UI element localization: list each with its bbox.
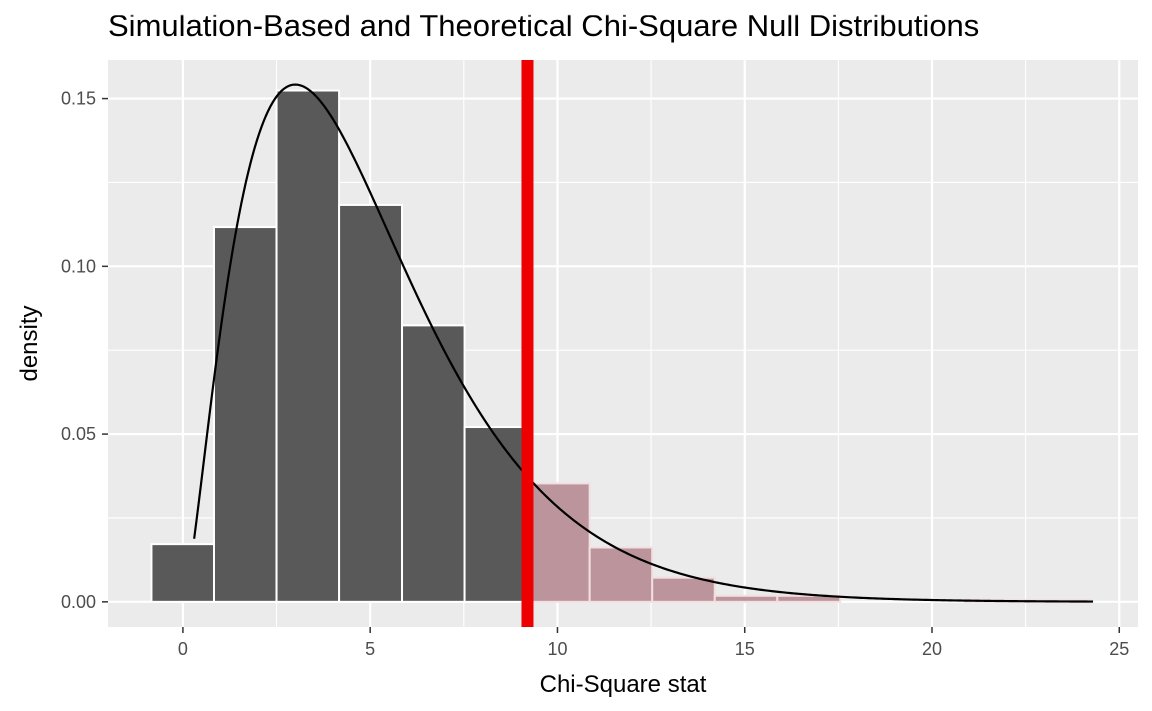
y-tick-label: 0.05 — [61, 424, 96, 444]
x-axis-title: Chi-Square stat — [540, 671, 707, 698]
x-tick-label: 5 — [365, 639, 375, 659]
chart-title: Simulation-Based and Theoretical Chi-Squ… — [108, 8, 980, 43]
x-tick-label: 25 — [1109, 639, 1129, 659]
histogram-bar — [275, 89, 341, 603]
histogram-bar — [651, 576, 716, 603]
theoretical-density-curve — [193, 83, 1094, 603]
y-axis-title: density — [16, 305, 43, 381]
axes-layer: 0 5 10 15 20 25 0.00 0.05 0.10 0.15 — [61, 89, 1129, 659]
histogram-bar — [588, 546, 654, 603]
bars-layer — [150, 89, 1092, 603]
y-tick-label: 0.00 — [61, 592, 96, 612]
histogram-bar — [401, 324, 466, 603]
histogram-bar — [713, 594, 779, 603]
x-tick-label: 10 — [547, 639, 567, 659]
histogram-bar — [526, 482, 591, 603]
histogram-bar — [776, 594, 842, 603]
histogram-bar — [338, 203, 404, 603]
x-tick-label: 0 — [178, 639, 188, 659]
x-tick-label: 20 — [922, 639, 942, 659]
histogram-bar — [212, 226, 278, 603]
x-tick-label: 15 — [735, 639, 755, 659]
curve-layer — [193, 83, 1094, 603]
histogram-bar — [150, 543, 215, 603]
histogram-bar — [463, 426, 529, 603]
y-tick-label: 0.10 — [61, 256, 96, 276]
y-tick-label: 0.15 — [61, 89, 96, 109]
